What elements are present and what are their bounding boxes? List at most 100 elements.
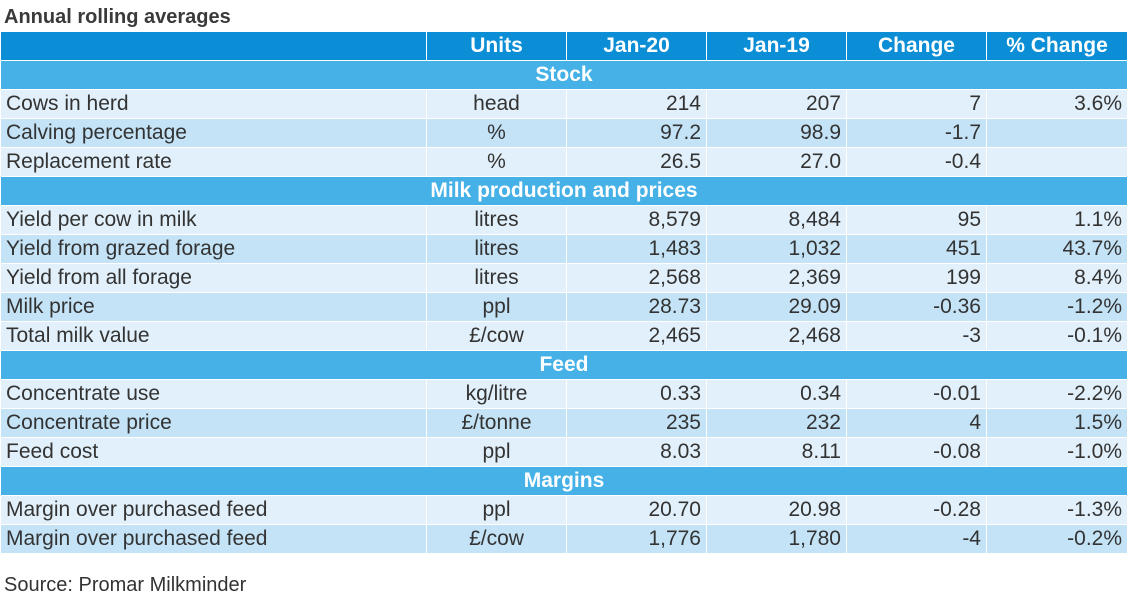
row-jan20-value: 8.03 [566, 437, 707, 467]
row-jan19-value: 29.09 [706, 292, 847, 322]
table-title: Annual rolling averages [4, 6, 231, 28]
row-label: Yield per cow in milk [0, 205, 427, 235]
row-jan20-value: 1,483 [566, 234, 707, 264]
row-change-value: 199 [846, 263, 987, 293]
row-change-value: -0.4 [846, 147, 987, 177]
row-jan20-value: 214 [566, 89, 707, 119]
row-jan19-value: 207 [706, 89, 847, 119]
row-jan19-value: 1,780 [706, 524, 847, 554]
row-unit: ppl [426, 292, 567, 322]
row-unit: £/cow [426, 524, 567, 554]
row-label: Margin over purchased feed [0, 524, 427, 554]
header-jan20: Jan-20 [566, 31, 707, 61]
table-row: Yield per cow in milk litres 8,579 8,484 95 1… [0, 205, 1127, 235]
table-row: Concentrate use kg/litre 0.33 0.34 -0.01 -2.2… [0, 379, 1127, 409]
row-label: Replacement rate [0, 147, 427, 177]
row-unit: litres [426, 263, 567, 293]
row-pct-change-value: -1.0% [986, 437, 1127, 467]
row-unit: £/cow [426, 321, 567, 351]
row-jan20-value: 97.2 [566, 118, 707, 148]
row-change-value: -0.28 [846, 495, 987, 525]
table-row: Yield from grazed forage litres 1,483 1,032… [0, 234, 1127, 264]
row-unit: % [426, 147, 567, 177]
header-jan19: Jan-19 [706, 31, 847, 61]
table-row: Feed cost ppl 8.03 8.11 -0.08 -1.0% [0, 437, 1127, 467]
row-label: Concentrate price [0, 408, 427, 438]
row-pct-change-value: 3.6% [986, 89, 1127, 119]
row-label: Calving percentage [0, 118, 427, 148]
row-pct-change-value: -0.1% [986, 321, 1127, 351]
row-jan20-value: 20.70 [566, 495, 707, 525]
row-change-value: -0.36 [846, 292, 987, 322]
row-change-value: -3 [846, 321, 987, 351]
row-jan20-value: 2,465 [566, 321, 707, 351]
row-change-value: 4 [846, 408, 987, 438]
row-jan20-value: 2,568 [566, 263, 707, 293]
row-label: Milk price [0, 292, 427, 322]
row-pct-change-value [986, 147, 1127, 177]
row-jan19-value: 20.98 [706, 495, 847, 525]
table-row: Replacement rate% 26.5 27.0 -0.4 [0, 147, 1127, 177]
section-title: Margins [0, 466, 1127, 496]
row-pct-change-value: -0.2% [986, 524, 1127, 554]
table-row: Margin over purchased feed ppl 20.70 20.98-… [0, 495, 1127, 525]
row-jan20-value: 8,579 [566, 205, 707, 235]
table-row: Concentrate price £/tonne 235 232 4 1.5% [0, 408, 1127, 438]
row-pct-change-value: 1.1% [986, 205, 1127, 235]
row-change-value: -0.01 [846, 379, 987, 409]
row-label: Concentrate use [0, 379, 427, 409]
row-jan20-value: 26.5 [566, 147, 707, 177]
table-row: Margin over purchased feed £/cow 1,776 1,78… [0, 524, 1127, 554]
section-row: Milk production and prices [0, 176, 1127, 206]
header-label [0, 31, 427, 61]
table-row: Cows in herd head 214 207 7 3.6% [0, 89, 1127, 119]
row-change-value: -1.7 [846, 118, 987, 148]
section-row: Margins [0, 466, 1127, 496]
row-pct-change-value: -1.3% [986, 495, 1127, 525]
row-jan20-value: 235 [566, 408, 707, 438]
row-pct-change-value: 43.7% [986, 234, 1127, 264]
row-change-value: 451 [846, 234, 987, 264]
section-title: Feed [0, 350, 1127, 380]
section-title: Stock [0, 60, 1127, 90]
header-pct-change: % Change [986, 31, 1127, 61]
row-label: Feed cost [0, 437, 427, 467]
row-unit: head [426, 89, 567, 119]
row-pct-change-value: 8.4% [986, 263, 1127, 293]
row-change-value: -0.08 [846, 437, 987, 467]
section-row: Feed [0, 350, 1127, 380]
row-jan19-value: 2,369 [706, 263, 847, 293]
row-unit: ppl [426, 437, 567, 467]
row-unit: litres [426, 205, 567, 235]
row-unit: kg/litre [426, 379, 567, 409]
table-row: Calving percentage% 97.2 98.9 -1.7 [0, 118, 1127, 148]
section-title: Milk production and prices [0, 176, 1127, 206]
row-label: Cows in herd [0, 89, 427, 119]
row-label: Yield from all forage [0, 263, 427, 293]
row-unit: £/tonne [426, 408, 567, 438]
source-note: Source: Promar Milkminder [4, 574, 247, 596]
row-label: Total milk value [0, 321, 427, 351]
row-pct-change-value: -1.2% [986, 292, 1127, 322]
row-label: Margin over purchased feed [0, 495, 427, 525]
section-row: Stock [0, 60, 1127, 90]
row-pct-change-value [986, 118, 1127, 148]
row-jan19-value: 2,468 [706, 321, 847, 351]
header-units: Units [426, 31, 567, 61]
row-change-value: 95 [846, 205, 987, 235]
row-pct-change-value: 1.5% [986, 408, 1127, 438]
row-unit: ppl [426, 495, 567, 525]
rolling-averages-table: Units Jan-20 Jan-19 Change % Change Stoc… [0, 31, 1127, 554]
row-jan20-value: 28.73 [566, 292, 707, 322]
row-jan19-value: 1,032 [706, 234, 847, 264]
table-row: Yield from all forage litres 2,568 2,369 199… [0, 263, 1127, 293]
table-row: Milk price ppl 28.73 29.09 -0.36 -1.2% [0, 292, 1127, 322]
row-jan19-value: 0.34 [706, 379, 847, 409]
row-jan19-value: 8.11 [706, 437, 847, 467]
table-row: Total milk value £/cow 2,465 2,468 -3 -0.1% [0, 321, 1127, 351]
row-unit: % [426, 118, 567, 148]
row-label: Yield from grazed forage [0, 234, 427, 264]
header-row: Units Jan-20 Jan-19 Change % Change [0, 31, 1127, 61]
row-pct-change-value: -2.2% [986, 379, 1127, 409]
row-change-value: -4 [846, 524, 987, 554]
